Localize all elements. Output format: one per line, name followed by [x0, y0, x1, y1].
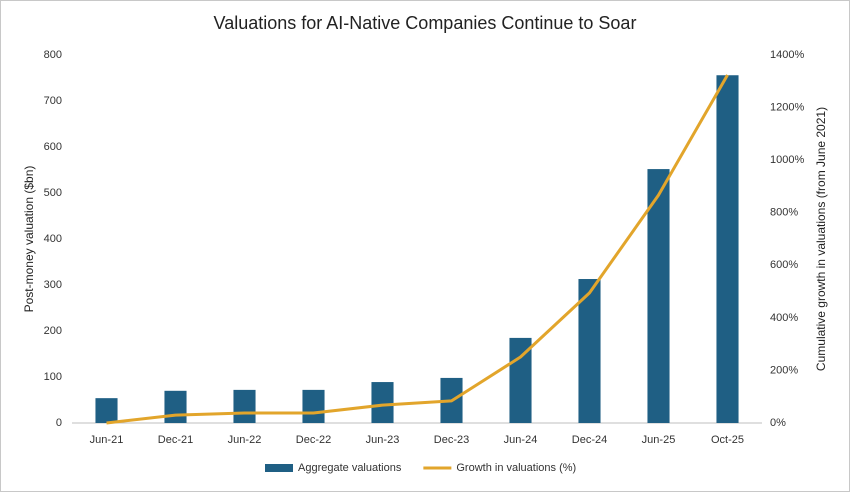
- x-tick-label: Jun-24: [504, 434, 538, 446]
- legend-label: Aggregate valuations: [298, 462, 402, 474]
- y2-tick-label: 200%: [770, 364, 798, 376]
- y-axis-label: Post-money valuation ($bn): [22, 166, 36, 313]
- bar: [302, 389, 325, 423]
- x-tick-label: Dec-24: [572, 434, 607, 446]
- y2-tick-label: 1000%: [770, 154, 804, 166]
- y-tick-label: 200: [44, 325, 62, 337]
- bar: [647, 169, 670, 423]
- x-tick-label: Jun-25: [642, 434, 676, 446]
- y-tick-label: 0: [56, 417, 62, 429]
- y2-tick-label: 600%: [770, 259, 798, 271]
- y2-tick-label: 800%: [770, 207, 798, 219]
- y-tick-label: 300: [44, 279, 62, 291]
- chart-title: Valuations for AI-Native Companies Conti…: [214, 13, 637, 33]
- y2-axis-label: Cumulative growth in valuations (from Ju…: [814, 107, 828, 371]
- bar: [371, 382, 394, 423]
- legend-swatch: [265, 464, 293, 472]
- y2-tick-label: 400%: [770, 312, 798, 324]
- y-tick-label: 700: [44, 95, 62, 107]
- y2-tick-label: 0%: [770, 417, 786, 429]
- x-tick-label: Dec-23: [434, 434, 469, 446]
- line: [106, 74, 729, 425]
- y2-tick-label: 1200%: [770, 101, 804, 113]
- y-tick-label: 600: [44, 141, 62, 153]
- bar: [233, 389, 256, 423]
- legend-label: Growth in valuations (%): [456, 462, 576, 474]
- x-tick-label: Jun-21: [90, 434, 124, 446]
- y2-tick-label: 1400%: [770, 49, 804, 61]
- bar: [95, 398, 118, 423]
- bar: [578, 279, 601, 423]
- x-tick-label: Dec-22: [296, 434, 331, 446]
- x-tick-label: Jun-22: [228, 434, 262, 446]
- y-tick-label: 100: [44, 371, 62, 383]
- x-tick-label: Dec-21: [158, 434, 193, 446]
- bar: [164, 390, 187, 423]
- bar: [716, 75, 739, 424]
- x-tick-label: Jun-23: [366, 434, 400, 446]
- y-tick-label: 400: [44, 233, 62, 245]
- y-tick-label: 800: [44, 49, 62, 61]
- y-tick-label: 500: [44, 187, 62, 199]
- x-tick-label: Oct-25: [711, 434, 744, 446]
